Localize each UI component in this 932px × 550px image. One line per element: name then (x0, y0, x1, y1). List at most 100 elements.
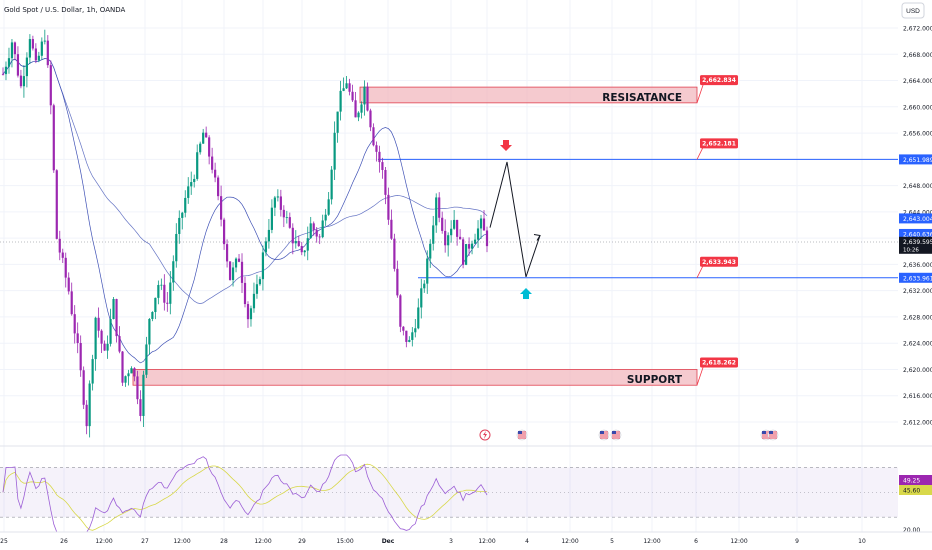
candle-body (43, 40, 46, 42)
candle-body (312, 223, 315, 230)
zone-price-tag (700, 357, 738, 368)
candle-body (252, 293, 256, 309)
price-tick-label: 2,668.000 (903, 52, 932, 59)
candle-body (330, 169, 333, 200)
candle-body (219, 196, 223, 220)
us-flag-event-icon[interactable] (598, 429, 610, 441)
candle-body (348, 83, 351, 92)
candle-body (25, 57, 29, 77)
currency-button[interactable] (901, 2, 925, 19)
candle-body (133, 368, 136, 377)
rsi-value-tag-label: 49.25 (903, 478, 920, 485)
candle-body (169, 282, 172, 304)
candle-body (190, 182, 193, 187)
time-tick-label: 25 (0, 538, 8, 545)
flag-canton (518, 431, 522, 434)
current-price-tag (899, 236, 932, 254)
flag-canton (612, 431, 616, 434)
candle-body (31, 39, 34, 49)
time-tick-label: 28 (220, 538, 228, 545)
level-price-tag-label: 2,652.181 (702, 140, 736, 147)
price-tick-label: 2,672.000 (903, 26, 932, 33)
candle-body (387, 194, 390, 220)
lightning-icon (483, 431, 487, 439)
events-row[interactable] (479, 429, 779, 441)
level-axis-tag (899, 272, 932, 283)
candle-body (58, 238, 61, 253)
candle-body (79, 343, 82, 371)
candle-body (34, 48, 37, 61)
candle-body (4, 66, 8, 75)
price-axis[interactable]: 2,612.000 2,616.000 2,620.000 2,624.000 2,62… (899, 26, 932, 427)
candle-body (172, 261, 175, 283)
candle-body (199, 143, 202, 153)
candle-body (282, 209, 285, 218)
candle-body (291, 227, 294, 244)
candle-body (76, 333, 79, 344)
candle-body (217, 177, 220, 197)
rsi-ma-value-tag-label: 45.60 (903, 488, 920, 495)
projection-arrowhead (533, 234, 541, 241)
candle-body (321, 220, 324, 238)
candle-body (184, 197, 187, 213)
candle-body (363, 86, 366, 105)
candle-body (94, 317, 97, 360)
candle-body (127, 373, 130, 377)
candle-body (381, 162, 384, 170)
us-flag-event-icon[interactable] (767, 429, 779, 441)
candle-body (396, 268, 399, 296)
candle-body (444, 230, 447, 246)
candle-body (187, 186, 190, 198)
candle-body (7, 58, 11, 67)
time-tick-label: 12:00 (643, 538, 660, 545)
candle-body (193, 178, 196, 183)
ma-axis-tag-label: 2,643.004 (903, 216, 932, 223)
earnings-event-icon[interactable] (479, 429, 491, 441)
us-flag-event-icon[interactable] (516, 429, 528, 441)
rsi-ma-line (2, 463, 488, 531)
candle-body (19, 75, 23, 87)
candle-body (339, 90, 342, 112)
candle-body (273, 197, 276, 208)
candle-body (16, 54, 20, 76)
candle-body (211, 156, 214, 170)
candle-body (285, 217, 288, 218)
candle-body (258, 279, 262, 285)
flag-stripe (762, 437, 770, 439)
price-tick-label: 2,612.000 (903, 420, 932, 427)
candle-body (345, 83, 348, 89)
candle-body (46, 40, 49, 66)
zone-price-tag-label: 2,662.834 (702, 77, 736, 84)
flag-canton (762, 431, 766, 434)
candle-body (202, 132, 205, 144)
flag-stripe (600, 437, 608, 439)
candle-body (103, 343, 106, 351)
zones-layer: RESISATANCE 2,662.834 SUPPORT 2,618.262 2,65… (132, 75, 898, 386)
candle-body (163, 284, 166, 303)
candle-body (97, 317, 100, 331)
candle-body (85, 404, 88, 427)
candle-body (470, 243, 474, 249)
time-axis[interactable]: 25 26 12:00 27 12:00 28 12:00 29 15:00 Dec 3 12:00 4… (0, 538, 866, 545)
candle-body (411, 332, 414, 340)
candle-body (112, 299, 115, 319)
candle-body (178, 217, 181, 234)
candle-body (82, 370, 85, 405)
candle-body (246, 304, 250, 320)
time-tick-label: 26 (60, 538, 68, 545)
candle-body (441, 217, 444, 231)
candle-body (426, 258, 429, 284)
price-tick-label: 2,616.000 (903, 393, 932, 400)
us-flag-event-icon[interactable] (610, 429, 622, 441)
candle-body (228, 261, 232, 280)
candle-body (384, 169, 387, 195)
candle-body (318, 236, 321, 238)
candle-body (390, 219, 393, 239)
candle-body (214, 169, 217, 178)
level-axis-tag (899, 154, 932, 165)
rsi-tick-label: 20.00 (903, 527, 920, 534)
candle-body (270, 207, 273, 230)
bar-countdown-label: 10:26 (903, 247, 919, 253)
candle-body (357, 112, 360, 118)
